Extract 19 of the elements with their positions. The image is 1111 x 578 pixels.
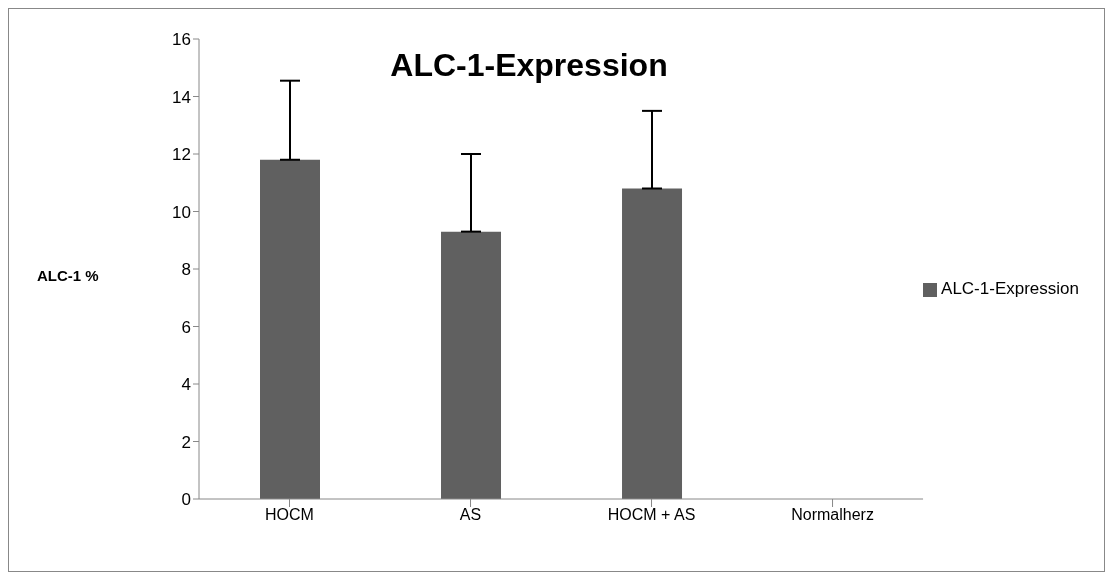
legend-label: ALC-1-Expression [941, 279, 1079, 298]
y-tick-label: 16 [172, 30, 191, 50]
y-tick-label: 14 [172, 87, 191, 107]
y-tick-label: 4 [181, 375, 191, 395]
y-axis-title: ALC-1 % [37, 267, 99, 284]
bar [260, 159, 320, 499]
bar [441, 231, 502, 499]
y-tick-label: 8 [181, 260, 191, 280]
y-tick-label: 10 [172, 202, 191, 222]
y-tick-label: 6 [181, 317, 191, 337]
bar [622, 188, 683, 499]
x-tick-label: AS [459, 506, 482, 524]
y-tick-label: 2 [181, 432, 191, 452]
x-tick-label: Normalherz [791, 506, 874, 524]
chart-title: ALC-1-Expression [389, 47, 669, 84]
x-tick-label: HOCM + AS [607, 506, 696, 524]
y-tick-label: 12 [172, 145, 191, 165]
y-tick-label: 0 [181, 490, 191, 510]
x-tick-label: HOCM [265, 506, 314, 524]
